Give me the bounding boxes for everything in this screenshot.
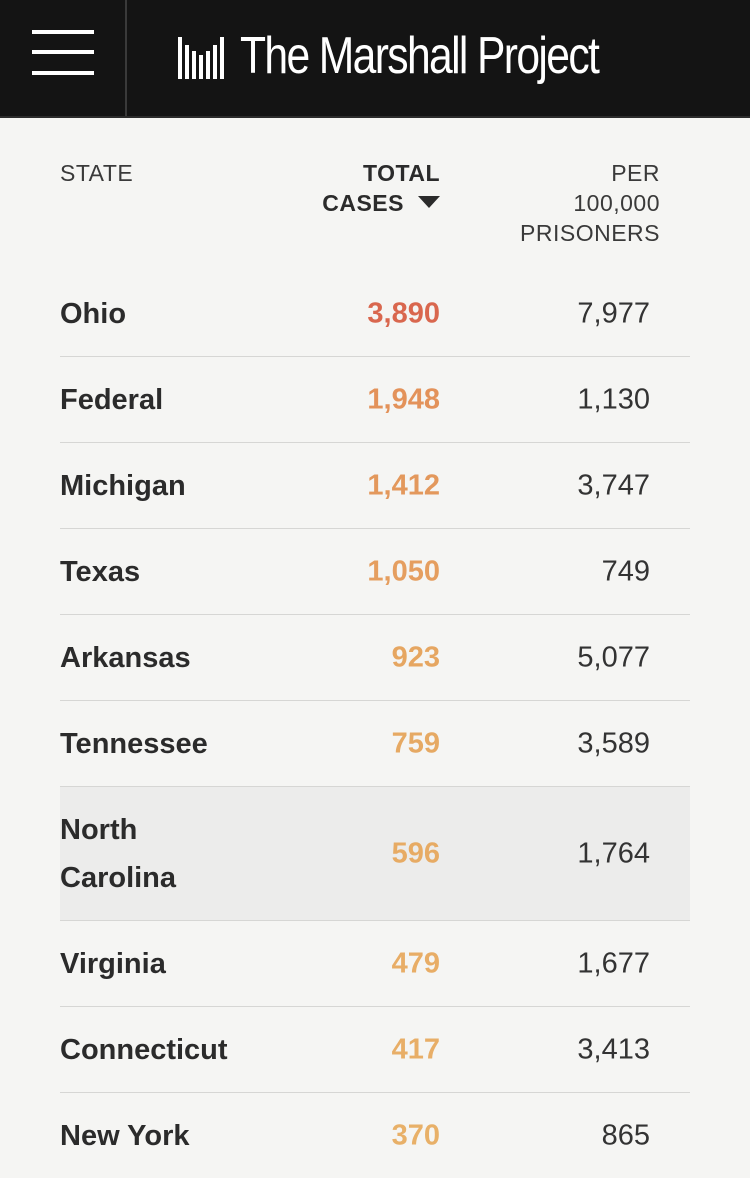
column-header-total-cases[interactable]: TOTAL CASES xyxy=(322,160,440,216)
table-row: Michigan 1,412 3,747 xyxy=(60,443,690,529)
state-name: New York xyxy=(60,1119,190,1152)
per-100k-value: 3,589 xyxy=(577,727,650,759)
table-row: Tennessee 759 3,589 xyxy=(60,701,690,787)
total-cases-value: 417 xyxy=(391,1033,440,1065)
state-name: Ohio xyxy=(60,297,127,330)
total-cases-value: 479 xyxy=(391,947,440,979)
state-name: Virginia xyxy=(60,947,166,980)
total-cases-value: 3,890 xyxy=(367,297,440,329)
site-header: The Marshall Project xyxy=(0,0,750,118)
brand-name: The Marshall Project xyxy=(240,27,600,85)
hamburger-menu-icon[interactable] xyxy=(0,0,127,116)
state-name: Texas xyxy=(60,555,141,588)
total-cases-value: 759 xyxy=(391,727,440,759)
state-name: Tennessee xyxy=(60,727,208,760)
per-100k-value: 1,677 xyxy=(577,947,650,979)
table-row: Ohio 3,890 7,977 xyxy=(60,271,690,357)
covid-cases-table: STATE TOTAL CASES PER 100,000 PRISONERS … xyxy=(60,118,690,1178)
state-name: Connecticut xyxy=(60,1033,228,1066)
per-100k-value: 5,077 xyxy=(577,641,650,673)
total-cases-value: 596 xyxy=(391,837,440,869)
table-row: Federal 1,948 1,130 xyxy=(60,357,690,443)
state-name: Michigan xyxy=(60,469,186,502)
total-cases-value: 923 xyxy=(391,641,440,673)
column-header-per-100k[interactable]: PER 100,000 PRISONERS xyxy=(520,160,660,246)
table-row: Arkansas 923 5,077 xyxy=(60,615,690,701)
per-100k-value: 865 xyxy=(601,1119,650,1151)
table-body: Ohio 3,890 7,977 Federal 1,948 1,130 Michigan 1… xyxy=(60,271,690,1178)
column-header-state[interactable]: STATE xyxy=(60,160,134,186)
total-cases-value: 1,050 xyxy=(367,555,440,587)
marshall-bars-logo-icon xyxy=(178,37,224,79)
sort-descending-caret-icon xyxy=(418,195,440,208)
table-row: New York 370 865 xyxy=(60,1093,690,1178)
table-header: STATE TOTAL CASES PER 100,000 PRISONERS xyxy=(60,118,690,271)
state-name: Federal xyxy=(60,383,164,416)
per-100k-value: 749 xyxy=(601,555,650,587)
table-row: North Carolina 596 1,764 xyxy=(60,787,690,921)
table-row: Texas 1,050 749 xyxy=(60,529,690,615)
total-cases-value: 1,412 xyxy=(367,469,440,501)
table-row: Virginia 479 1,677 xyxy=(60,921,690,1007)
total-cases-value: 370 xyxy=(391,1119,440,1151)
state-name: North Carolina xyxy=(60,813,177,894)
brand-logo-link[interactable]: The Marshall Project xyxy=(178,26,677,86)
per-100k-value: 7,977 xyxy=(577,297,650,329)
per-100k-value: 3,747 xyxy=(577,469,650,501)
per-100k-value: 1,764 xyxy=(577,837,650,869)
per-100k-value: 3,413 xyxy=(577,1033,650,1065)
state-name: Arkansas xyxy=(60,641,191,674)
table-row: Connecticut 417 3,413 xyxy=(60,1007,690,1093)
per-100k-value: 1,130 xyxy=(577,383,650,415)
total-cases-value: 1,948 xyxy=(367,383,440,415)
